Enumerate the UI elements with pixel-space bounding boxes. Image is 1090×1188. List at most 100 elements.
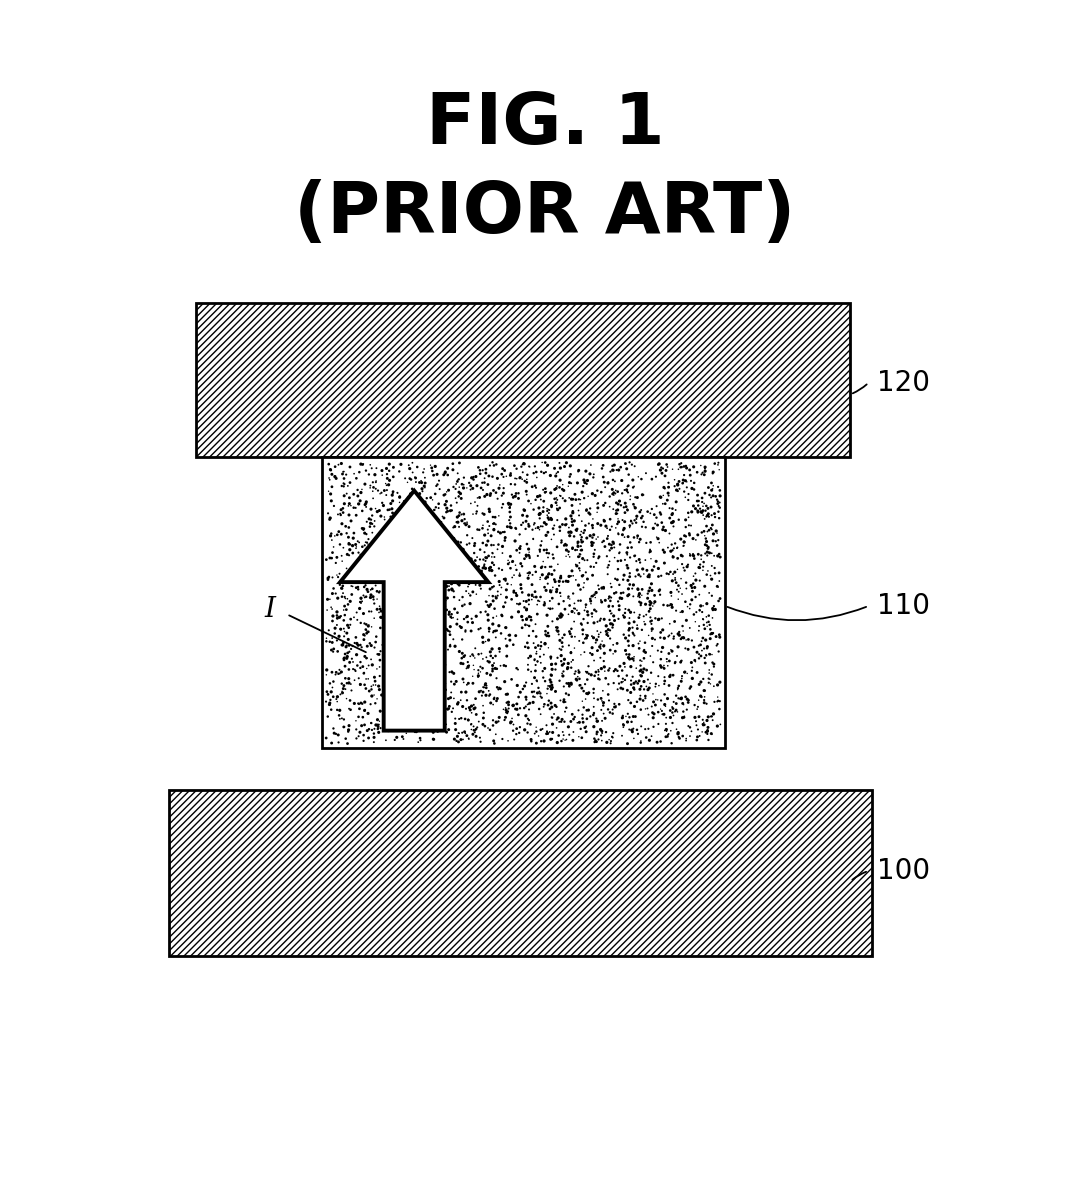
Point	[547, 655, 565, 674]
Point	[598, 625, 616, 644]
Point	[450, 642, 468, 661]
Point	[400, 499, 417, 518]
Point	[473, 644, 490, 663]
Point	[424, 684, 441, 703]
Point	[661, 596, 678, 615]
Point	[687, 708, 704, 727]
Point	[694, 506, 712, 525]
Point	[359, 637, 376, 656]
Point	[666, 533, 683, 552]
Point	[460, 674, 477, 693]
Point	[704, 710, 722, 729]
Point	[395, 518, 412, 537]
Point	[607, 504, 625, 523]
Point	[632, 661, 650, 680]
Point	[513, 506, 531, 525]
Point	[613, 495, 630, 514]
Point	[657, 696, 675, 715]
Point	[520, 457, 537, 476]
Point	[461, 701, 479, 720]
Point	[622, 675, 640, 694]
Point	[565, 504, 582, 523]
Point	[395, 709, 412, 728]
Point	[698, 529, 715, 548]
Point	[335, 538, 352, 557]
Point	[383, 494, 400, 513]
Point	[663, 505, 680, 524]
Point	[546, 570, 564, 589]
Point	[492, 680, 509, 699]
Point	[484, 544, 501, 563]
Point	[679, 690, 697, 709]
Point	[481, 561, 498, 580]
Point	[513, 618, 531, 637]
Point	[404, 580, 422, 599]
Point	[523, 587, 541, 606]
Point	[698, 594, 715, 613]
Point	[603, 588, 620, 607]
Point	[350, 727, 367, 746]
Point	[411, 579, 428, 598]
Point	[502, 518, 520, 537]
Point	[415, 715, 433, 734]
Point	[616, 480, 633, 499]
Point	[576, 574, 593, 593]
Point	[342, 560, 360, 579]
Point	[701, 615, 718, 634]
Point	[318, 589, 336, 608]
Point	[667, 573, 685, 592]
Point	[479, 595, 496, 614]
Point	[400, 666, 417, 685]
Point	[360, 617, 377, 636]
Point	[521, 457, 538, 476]
Point	[376, 536, 393, 555]
Point	[413, 638, 431, 657]
Point	[518, 482, 535, 501]
Point	[401, 501, 419, 520]
Point	[433, 602, 450, 621]
Point	[586, 733, 604, 752]
Point	[322, 461, 339, 480]
Point	[467, 551, 484, 570]
Point	[622, 671, 640, 690]
Point	[319, 570, 337, 589]
Point	[700, 669, 717, 688]
Point	[420, 703, 437, 722]
Point	[687, 612, 704, 631]
Point	[677, 526, 694, 545]
Point	[404, 640, 422, 659]
Point	[606, 611, 623, 630]
Point	[385, 467, 402, 486]
Point	[642, 549, 659, 568]
Point	[326, 467, 343, 486]
Point	[374, 466, 391, 485]
Point	[484, 710, 501, 729]
Point	[642, 608, 659, 627]
Point	[407, 535, 424, 554]
Point	[549, 462, 567, 481]
Point	[649, 733, 666, 752]
Point	[518, 545, 535, 564]
Point	[489, 489, 507, 508]
Point	[628, 510, 645, 529]
Point	[338, 524, 355, 543]
Point	[467, 722, 484, 741]
Point	[505, 696, 522, 715]
Point	[622, 511, 640, 530]
Point	[677, 688, 694, 707]
Point	[573, 615, 591, 634]
Point	[656, 522, 674, 541]
Point	[531, 541, 548, 560]
Point	[553, 640, 570, 659]
Point	[669, 589, 687, 608]
Point	[705, 524, 723, 543]
Point	[391, 488, 409, 507]
Point	[450, 506, 468, 525]
Point	[332, 607, 350, 626]
Point	[579, 626, 596, 645]
Point	[431, 701, 448, 720]
Point	[337, 517, 354, 536]
Point	[518, 535, 535, 554]
Point	[699, 543, 716, 562]
Point	[500, 511, 518, 530]
